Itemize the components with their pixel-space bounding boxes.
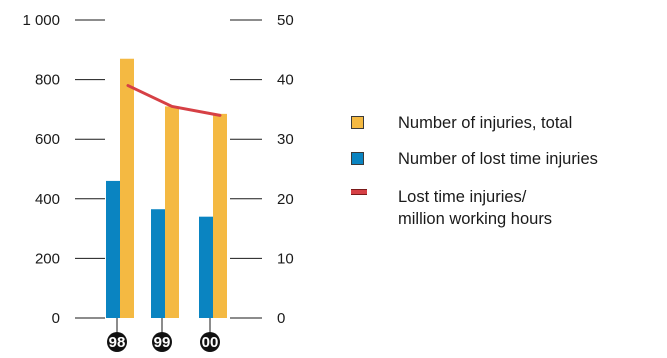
right-axis-tick-label: 20 (277, 191, 294, 208)
bar-number-of-injuries-total (213, 113, 227, 319)
legend-label-injuries-total: Number of injuries, total (398, 114, 573, 132)
left-axis-tick-label: 600 (35, 131, 60, 148)
legend-swatch-lost-time-rate (351, 189, 367, 195)
category-marker (107, 332, 127, 352)
bar-number-of-lost-time-injuries (199, 216, 213, 318)
right-axis-tick-label: 50 (277, 12, 294, 29)
bar-number-of-injuries-total (120, 58, 134, 319)
bar-number-of-lost-time-injuries (151, 209, 165, 318)
bar-number-of-lost-time-injuries (106, 180, 120, 318)
legend-label-lost-time-rate-line1: Lost time injuries/ (398, 188, 527, 206)
category-label: 99 (154, 334, 171, 351)
left-axis-tick-label: 800 (35, 72, 60, 89)
right-axis-tick-label: 40 (277, 72, 294, 89)
legend-swatch-lost-time-injuries (351, 152, 364, 165)
category-label: 00 (202, 334, 219, 351)
category-label: 98 (109, 334, 126, 351)
right-axis-tick-label: 0 (277, 310, 285, 327)
right-axis-tick-label: 10 (277, 250, 294, 267)
legend-swatch-injuries-total (351, 116, 364, 129)
legend-label-lost-time-injuries: Number of lost time injuries (398, 150, 598, 168)
left-axis-tick-label: 1 000 (22, 12, 60, 29)
left-axis-tick-label: 0 (52, 310, 60, 327)
bar-number-of-injuries-total (165, 106, 179, 318)
line-lost-time-injuries-per-million-hours (126, 84, 222, 117)
left-axis-tick-label: 400 (35, 191, 60, 208)
left-axis-tick-label: 200 (35, 250, 60, 267)
category-marker (200, 332, 220, 352)
legend-label-lost-time-rate-line2: million working hours (398, 210, 553, 228)
right-axis-tick-label: 30 (277, 131, 294, 148)
category-marker (152, 332, 172, 352)
